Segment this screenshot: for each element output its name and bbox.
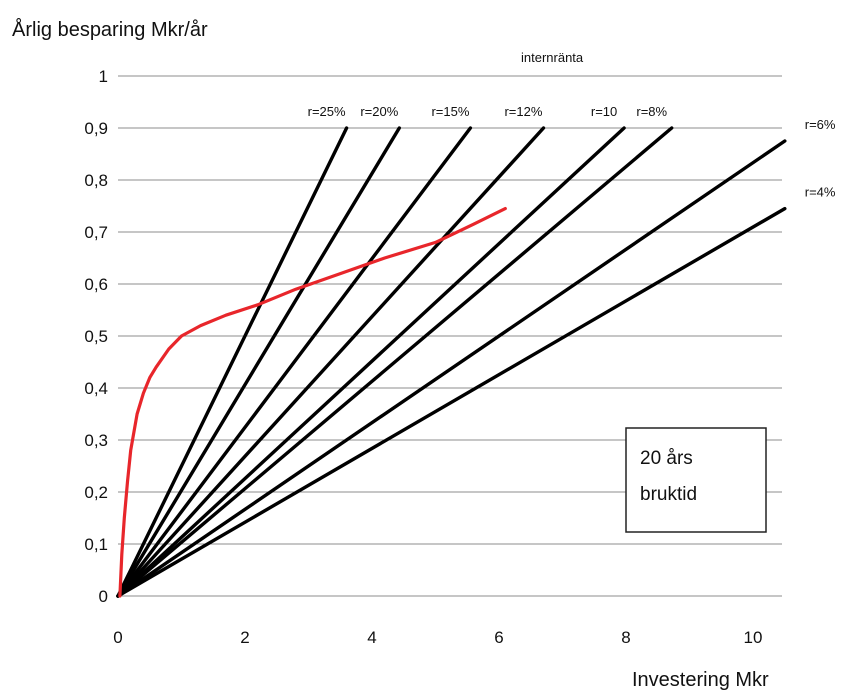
annotation-box: 20 års bruktid [625,427,767,533]
curve-line [118,207,507,598]
y-axis-title: Årlig besparing Mkr/år [12,18,208,41]
series-line [116,126,546,598]
y-tick-label: 1 [99,67,108,86]
x-tick-label: 6 [494,628,503,647]
y-tick-label: 0,9 [84,119,108,138]
y-tick-label: 0,2 [84,483,108,502]
y-tick-labels: 0 0,1 0,2 0,3 0,4 0,5 0,6 0,7 0,8 0,9 1 [84,67,108,606]
series-label: r=6% [805,117,836,132]
y-tick-label: 0,3 [84,431,108,450]
series-label: r=12% [504,104,542,119]
x-tick-label: 4 [367,628,376,647]
series-label: r=20% [360,104,398,119]
y-tick-label: 0,6 [84,275,108,294]
series-line [116,126,349,598]
y-tick-label: 0 [99,587,108,606]
x-tick-label: 2 [240,628,249,647]
series-label: r=10 [591,104,617,119]
y-tick-label: 0,1 [84,535,108,554]
x-tick-label: 0 [113,628,122,647]
series-label: r=15% [431,104,469,119]
series-label: r=25% [308,104,346,119]
x-tick-label: 10 [744,628,763,647]
x-axis-title: Investering Mkr [632,669,769,691]
y-tick-label: 0,5 [84,327,108,346]
series-label: r=8% [636,104,667,119]
series-lines [116,126,787,598]
y-tick-label: 0,7 [84,223,108,242]
annotation-line-1: 20 års [640,448,693,469]
x-tick-labels: 0 2 4 6 8 10 [113,628,762,647]
annotation-line-2: bruktid [640,484,697,505]
series-labels: r=25% r=20% r=15% r=12% r=10 r=8% r=6% r=4% [308,104,836,200]
series-line [116,139,787,598]
y-tick-label: 0,8 [84,171,108,190]
series-label: r=4% [805,185,836,200]
series-line [116,126,674,598]
y-tick-label: 0,4 [84,379,108,398]
series-line [116,126,401,598]
series-line [116,206,787,598]
legend-title: internränta [521,50,584,65]
series-line [116,126,473,598]
series-line [116,126,626,598]
x-tick-label: 8 [621,628,630,647]
